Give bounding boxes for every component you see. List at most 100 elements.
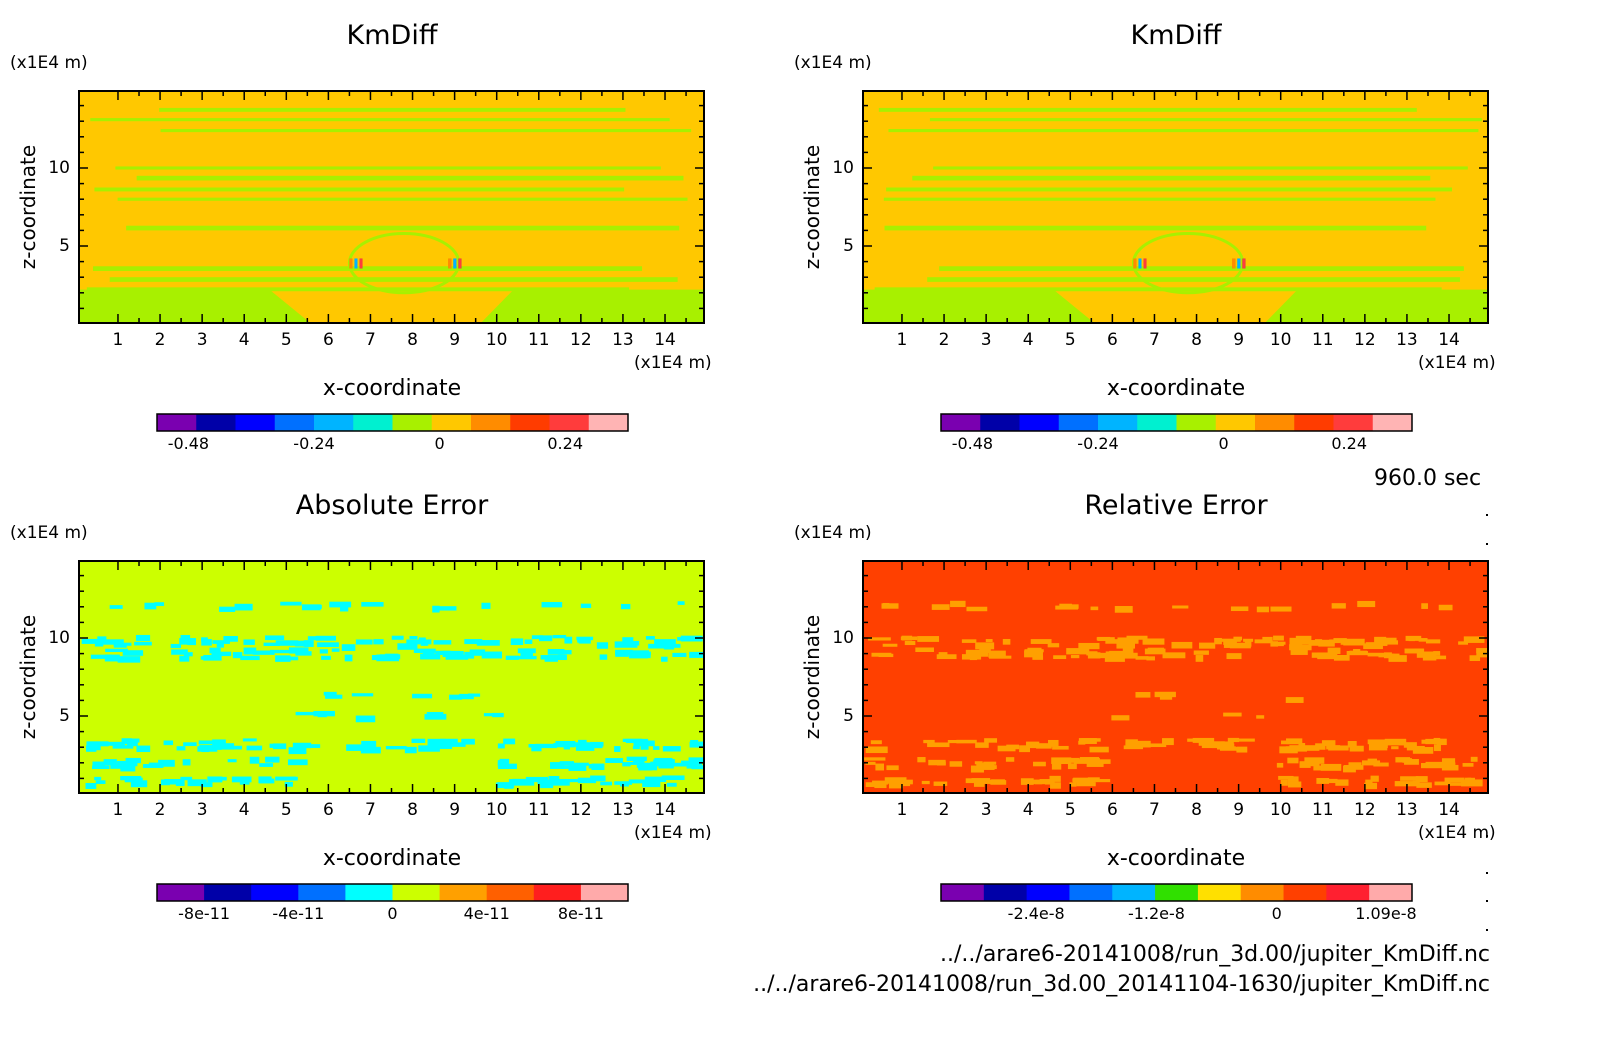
contour-cell — [1368, 743, 1388, 751]
panel-2-y-unit: (x1E4 m) — [10, 523, 88, 543]
contour-cell — [212, 640, 230, 644]
margin-dot — [1486, 900, 1488, 902]
contour-cell — [1054, 758, 1061, 762]
contour-cell — [121, 738, 133, 745]
panel-1-x-tick: 12 — [1354, 330, 1376, 350]
contour-cell — [596, 642, 609, 649]
panel-1-x-tick: 14 — [1438, 330, 1460, 350]
contour-cell — [1476, 648, 1489, 654]
contour-cell — [411, 738, 426, 744]
panel-1-x-tick: 13 — [1396, 330, 1418, 350]
colorbar-swatch — [204, 884, 252, 901]
contour-cell — [1465, 781, 1481, 786]
contour-cell — [1026, 741, 1040, 749]
contour-cell — [1308, 641, 1330, 646]
colorbar-swatch — [431, 414, 472, 431]
contour-cell — [458, 258, 462, 269]
panel-3-x-tick: 3 — [980, 800, 992, 820]
contour-cell — [1395, 757, 1411, 763]
contour-cell — [990, 780, 1007, 785]
contour-cell — [1418, 638, 1428, 642]
contour-cell — [125, 757, 141, 764]
panel-2-x-tick: 11 — [527, 800, 550, 820]
colorbar-swatch — [1215, 414, 1256, 431]
contour-cell — [988, 650, 1006, 658]
contour-cell — [1092, 757, 1100, 764]
panel-2-x-tick: 9 — [449, 800, 461, 820]
contour-cell — [212, 739, 226, 746]
contour-cell — [1049, 775, 1061, 782]
contour-cell — [231, 776, 252, 783]
contour-cell — [1133, 258, 1137, 269]
contour-cell — [1421, 603, 1428, 609]
contour-cell — [881, 603, 899, 609]
contour-cell — [561, 765, 582, 769]
contour-cell — [341, 644, 356, 651]
contour-cell — [665, 762, 687, 767]
colorbar-swatch — [510, 414, 550, 431]
panel-0-y-tick: 5 — [59, 236, 70, 256]
contour-cell — [936, 654, 957, 660]
contour-cell — [385, 745, 407, 750]
contour-cell — [497, 743, 505, 749]
colorbar-swatch — [941, 884, 985, 901]
panel-1-x-tick: 3 — [980, 330, 992, 350]
contour-cell — [1365, 779, 1373, 785]
contour-cell — [503, 738, 516, 745]
contour-cell — [1262, 636, 1273, 642]
contour-cell — [497, 782, 515, 789]
contour-cell — [113, 642, 132, 646]
contour-cell — [904, 640, 916, 646]
contour-cell — [1412, 780, 1420, 784]
contour-cell — [555, 740, 576, 748]
contour-cell — [1340, 640, 1361, 645]
contour-cell — [541, 602, 563, 608]
contour-cell — [1373, 762, 1389, 767]
contour-cell — [1367, 739, 1390, 745]
contour-cell — [1470, 756, 1478, 762]
contour-cell — [1219, 747, 1243, 751]
contour-cell — [630, 651, 651, 656]
contour-cell — [1030, 639, 1052, 644]
panel-3-plot-area — [862, 560, 1489, 794]
panel-3-x-tick: 10 — [1269, 800, 1292, 820]
contour-cell — [269, 743, 283, 748]
contour-cell — [265, 756, 280, 763]
contour-cell — [323, 691, 337, 696]
contour-cell — [614, 746, 621, 752]
panel-2-x-unit: (x1E4 m) — [634, 823, 712, 843]
contour-cell — [931, 604, 950, 610]
contour-cell — [1287, 757, 1299, 764]
contour-cell — [183, 652, 193, 657]
contour-cell — [915, 647, 934, 652]
contour-cell — [544, 655, 558, 662]
contour-cell — [1458, 641, 1469, 645]
contour-cell — [1070, 654, 1080, 659]
contour-cell — [1349, 745, 1364, 752]
contour-cell — [870, 740, 882, 745]
contour-cell — [325, 694, 343, 699]
contour-cell — [550, 780, 570, 786]
contour-cell — [240, 655, 260, 661]
panel-3-colorbar-tick: 1.09e-8 — [1355, 904, 1417, 923]
contour-cell — [985, 639, 993, 643]
file-path-1: ../../arare6-20141008/run_3d.00/jupiter_… — [940, 942, 1490, 967]
contour-band — [927, 277, 1460, 282]
contour-cell — [340, 604, 349, 612]
contour-cell — [984, 738, 998, 743]
contour-cell — [81, 638, 102, 644]
contour-cell — [413, 648, 436, 653]
contour-cell — [211, 651, 232, 657]
panel-1-x-tick: 9 — [1233, 330, 1245, 350]
contour-cell — [1311, 652, 1322, 658]
contour-cell — [965, 649, 980, 656]
colorbar-swatch — [1112, 884, 1156, 901]
panel-2-y-label: z-coordinate — [16, 614, 40, 740]
contour-cell — [287, 759, 308, 766]
contour-cell — [103, 741, 125, 746]
contour-cell — [1052, 745, 1069, 750]
contour-cell — [182, 759, 191, 766]
panel-1-x-unit: (x1E4 m) — [1418, 353, 1496, 373]
contour-cell — [95, 780, 106, 784]
panel-3-y-tick: 10 — [832, 628, 854, 648]
